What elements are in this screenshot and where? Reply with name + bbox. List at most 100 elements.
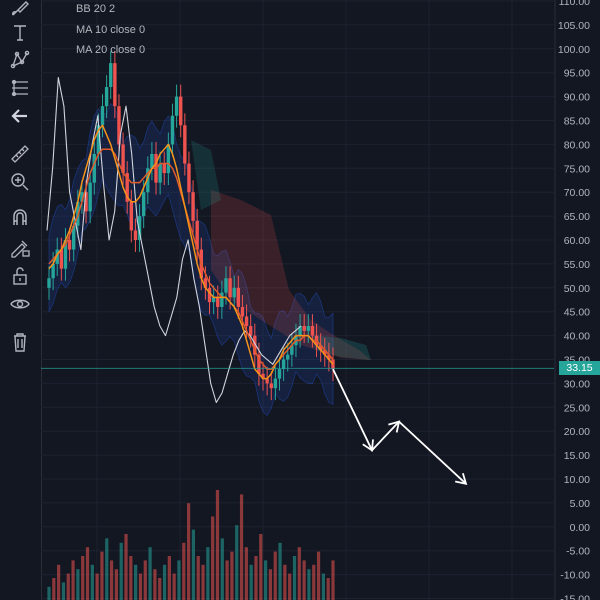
pattern-icon[interactable]: [8, 48, 32, 72]
volume-bar: [134, 564, 138, 600]
candle-body: [306, 326, 311, 331]
y-tick-label: 5.00: [570, 498, 591, 510]
ruler-icon[interactable]: [8, 142, 32, 166]
volume-bar: [201, 564, 205, 600]
candle-body: [261, 373, 265, 379]
lock-pencil-icon[interactable]: [8, 236, 32, 260]
y-tick-label: 80.00: [564, 139, 590, 151]
candle-body: [146, 168, 150, 193]
cloud-bullish: [311, 335, 371, 360]
candle-body: [327, 354, 331, 360]
candle-body: [100, 106, 105, 126]
y-tick-label: 65.00: [564, 211, 590, 223]
candle-body: [183, 125, 187, 164]
candle-body: [109, 63, 113, 88]
lock-open-icon[interactable]: [8, 264, 32, 288]
volume-bar: [114, 569, 118, 600]
candle-body: [273, 378, 278, 389]
brush-icon[interactable]: [8, 0, 32, 20]
drawing-toolbar: [0, 0, 42, 600]
candle-body: [88, 182, 92, 212]
volume-bar: [167, 556, 171, 600]
zoom-in-icon[interactable]: [8, 170, 32, 194]
volume-bar: [153, 569, 157, 600]
candle-body: [96, 125, 101, 154]
candle-body: [228, 278, 232, 298]
price-axis[interactable]: 110.00 105.00 100.00 95.00 90.00 85.00 80.00 75…: [554, 0, 591, 600]
candle-body: [269, 383, 273, 389]
candle-body: [257, 354, 261, 374]
volume-bar: [196, 556, 200, 600]
y-tick-label: 10.00: [564, 474, 590, 486]
magnet-icon[interactable]: [8, 206, 32, 230]
volume-bar: [90, 564, 94, 600]
legend-ma20[interactable]: MA 20 close 0: [76, 44, 146, 56]
candle-body: [236, 287, 241, 307]
volume-bar: [47, 586, 51, 600]
legend-ma10[interactable]: MA 10 close 0: [76, 23, 146, 36]
volume-bar: [85, 547, 90, 600]
volume-bar: [307, 569, 311, 600]
volume-bar: [225, 560, 229, 600]
measure-lines-icon[interactable]: [8, 76, 32, 100]
candle-body: [323, 349, 327, 355]
volume-bar: [244, 547, 248, 600]
volume-bar: [172, 573, 176, 600]
candle-body: [47, 278, 51, 288]
volume-bar: [331, 560, 335, 600]
legend-bb[interactable]: BB 20 2: [76, 3, 116, 15]
volume-bar: [57, 564, 61, 600]
volume-bar: [326, 578, 330, 600]
candle-body: [71, 225, 76, 250]
candle-body: [232, 287, 236, 298]
volume-bar: [119, 542, 123, 600]
volume-bar: [186, 503, 191, 600]
comparison-line: [46, 76, 302, 404]
candle-body: [191, 192, 195, 221]
volume-bar: [76, 569, 80, 600]
grid-lines: [41, 0, 554, 600]
candle-body: [55, 249, 59, 264]
y-tick-label: 90.00: [564, 92, 590, 104]
candle-body: [150, 153, 154, 169]
candle-body: [162, 163, 166, 174]
candle-body: [187, 163, 191, 193]
eye-icon[interactable]: [8, 292, 32, 316]
text-tool-icon[interactable]: [8, 20, 32, 44]
y-tick-label: 60.00: [564, 235, 590, 247]
volume-bar: [268, 569, 273, 600]
volume-bar: [191, 529, 196, 600]
y-tick-label: 70.00: [564, 187, 590, 199]
candle-body: [211, 297, 216, 303]
arrow-left-icon[interactable]: [8, 104, 32, 128]
trash-icon[interactable]: [8, 330, 32, 354]
volume-bar: [292, 556, 297, 600]
volume-bar: [143, 560, 147, 600]
y-tick-label: 85.00: [564, 116, 590, 128]
candle-body: [63, 240, 68, 269]
candle-body: [240, 306, 245, 317]
price-chart[interactable]: 110.00 105.00 100.00 95.00 90.00 85.00 80.00 75…: [41, 0, 600, 600]
volume-bar: [138, 573, 143, 600]
volume-bar: [81, 556, 85, 600]
candle-body: [166, 144, 171, 174]
candle-body: [302, 326, 306, 331]
candle-body: [286, 354, 290, 360]
volume-bar: [206, 547, 210, 600]
volume-bar: [264, 560, 268, 600]
volume-bar: [66, 573, 70, 600]
y-tick-label: -5.00: [566, 546, 590, 558]
volume-bar: [211, 516, 215, 600]
candle-body: [67, 240, 72, 250]
volume-bar: [259, 534, 263, 600]
candle-body: [117, 106, 121, 145]
projection-arrowhead: [362, 439, 374, 452]
volume-bar: [52, 578, 56, 600]
candle-body: [174, 96, 179, 116]
volume-bar: [158, 578, 162, 600]
candle-body: [51, 263, 55, 279]
volume-bar: [182, 542, 186, 600]
candle-body: [113, 63, 117, 107]
volume-bar: [278, 542, 282, 600]
volume-bar: [61, 582, 66, 600]
